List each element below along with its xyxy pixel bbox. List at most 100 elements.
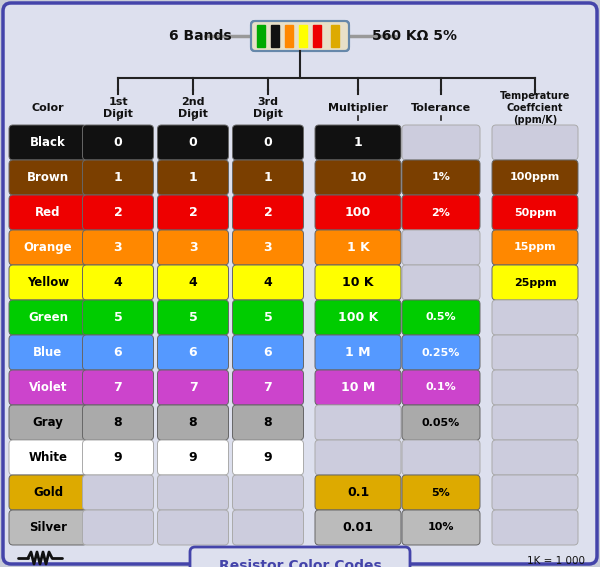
FancyBboxPatch shape xyxy=(315,475,401,510)
Text: 6: 6 xyxy=(113,346,122,359)
FancyBboxPatch shape xyxy=(315,230,401,265)
FancyBboxPatch shape xyxy=(402,510,480,545)
FancyBboxPatch shape xyxy=(9,230,87,265)
Text: 1st
Digit: 1st Digit xyxy=(103,97,133,119)
FancyBboxPatch shape xyxy=(492,195,578,230)
Text: 0.1%: 0.1% xyxy=(425,383,457,392)
Text: 9: 9 xyxy=(113,451,122,464)
Text: Color: Color xyxy=(32,103,64,113)
FancyBboxPatch shape xyxy=(83,300,154,335)
Text: 2nd
Digit: 2nd Digit xyxy=(178,97,208,119)
FancyBboxPatch shape xyxy=(9,475,87,510)
Text: 0.05%: 0.05% xyxy=(422,417,460,428)
Text: 1 M: 1 M xyxy=(345,346,371,359)
FancyBboxPatch shape xyxy=(157,405,229,440)
Text: Gray: Gray xyxy=(32,416,64,429)
FancyBboxPatch shape xyxy=(157,125,229,160)
Text: Orange: Orange xyxy=(23,241,73,254)
Text: 2: 2 xyxy=(188,206,197,219)
Text: 10 K: 10 K xyxy=(342,276,374,289)
Text: 0.25%: 0.25% xyxy=(422,348,460,358)
Text: 6: 6 xyxy=(263,346,272,359)
FancyBboxPatch shape xyxy=(157,195,229,230)
Text: Black: Black xyxy=(30,136,66,149)
FancyBboxPatch shape xyxy=(83,475,154,510)
Bar xyxy=(257,25,265,47)
Text: 5%: 5% xyxy=(431,488,451,497)
Text: 50ppm: 50ppm xyxy=(514,208,556,218)
FancyBboxPatch shape xyxy=(402,230,480,265)
FancyBboxPatch shape xyxy=(492,370,578,405)
Text: 0.01: 0.01 xyxy=(343,521,373,534)
Text: 3: 3 xyxy=(188,241,197,254)
FancyBboxPatch shape xyxy=(157,510,229,545)
FancyBboxPatch shape xyxy=(315,160,401,195)
FancyBboxPatch shape xyxy=(9,405,87,440)
Text: 10: 10 xyxy=(349,171,367,184)
FancyBboxPatch shape xyxy=(402,440,480,475)
FancyBboxPatch shape xyxy=(9,300,87,335)
Text: 0: 0 xyxy=(188,136,197,149)
FancyBboxPatch shape xyxy=(315,510,401,545)
Text: 3: 3 xyxy=(263,241,272,254)
Text: 560 KΩ 5%: 560 KΩ 5% xyxy=(373,29,458,43)
FancyBboxPatch shape xyxy=(492,405,578,440)
FancyBboxPatch shape xyxy=(9,195,87,230)
FancyBboxPatch shape xyxy=(233,370,304,405)
FancyBboxPatch shape xyxy=(157,370,229,405)
FancyBboxPatch shape xyxy=(315,265,401,300)
Text: 10 M: 10 M xyxy=(341,381,375,394)
FancyBboxPatch shape xyxy=(9,510,87,545)
FancyBboxPatch shape xyxy=(251,21,349,51)
Text: Gold: Gold xyxy=(33,486,63,499)
FancyBboxPatch shape xyxy=(9,370,87,405)
FancyBboxPatch shape xyxy=(402,405,480,440)
Text: 8: 8 xyxy=(263,416,272,429)
Text: 5: 5 xyxy=(263,311,272,324)
Text: 25ppm: 25ppm xyxy=(514,277,556,287)
FancyBboxPatch shape xyxy=(83,230,154,265)
FancyBboxPatch shape xyxy=(83,440,154,475)
Text: Tolerance: Tolerance xyxy=(411,103,471,113)
Text: Violet: Violet xyxy=(29,381,67,394)
FancyBboxPatch shape xyxy=(492,475,578,510)
FancyBboxPatch shape xyxy=(492,125,578,160)
FancyBboxPatch shape xyxy=(9,160,87,195)
FancyBboxPatch shape xyxy=(83,335,154,370)
FancyBboxPatch shape xyxy=(83,125,154,160)
FancyBboxPatch shape xyxy=(233,195,304,230)
FancyBboxPatch shape xyxy=(9,265,87,300)
Text: 5: 5 xyxy=(188,311,197,324)
Text: 0.1: 0.1 xyxy=(347,486,369,499)
FancyBboxPatch shape xyxy=(315,440,401,475)
FancyBboxPatch shape xyxy=(233,160,304,195)
Text: Resistor Color Codes: Resistor Color Codes xyxy=(218,559,382,567)
FancyBboxPatch shape xyxy=(190,547,410,567)
FancyBboxPatch shape xyxy=(402,125,480,160)
FancyBboxPatch shape xyxy=(83,510,154,545)
Text: 100ppm: 100ppm xyxy=(510,172,560,183)
FancyBboxPatch shape xyxy=(83,160,154,195)
FancyBboxPatch shape xyxy=(9,335,87,370)
FancyBboxPatch shape xyxy=(233,300,304,335)
Text: Red: Red xyxy=(35,206,61,219)
FancyBboxPatch shape xyxy=(402,265,480,300)
Text: Blue: Blue xyxy=(34,346,62,359)
FancyBboxPatch shape xyxy=(83,265,154,300)
Text: 1: 1 xyxy=(263,171,272,184)
Text: 9: 9 xyxy=(263,451,272,464)
FancyBboxPatch shape xyxy=(315,405,401,440)
FancyBboxPatch shape xyxy=(233,475,304,510)
Text: 1: 1 xyxy=(113,171,122,184)
Text: 9: 9 xyxy=(188,451,197,464)
Text: 15ppm: 15ppm xyxy=(514,243,556,252)
FancyBboxPatch shape xyxy=(83,370,154,405)
FancyBboxPatch shape xyxy=(233,125,304,160)
FancyBboxPatch shape xyxy=(315,125,401,160)
FancyBboxPatch shape xyxy=(157,475,229,510)
FancyBboxPatch shape xyxy=(492,440,578,475)
Text: 1: 1 xyxy=(353,136,362,149)
FancyBboxPatch shape xyxy=(233,230,304,265)
FancyBboxPatch shape xyxy=(9,125,87,160)
Text: 1 K: 1 K xyxy=(347,241,370,254)
